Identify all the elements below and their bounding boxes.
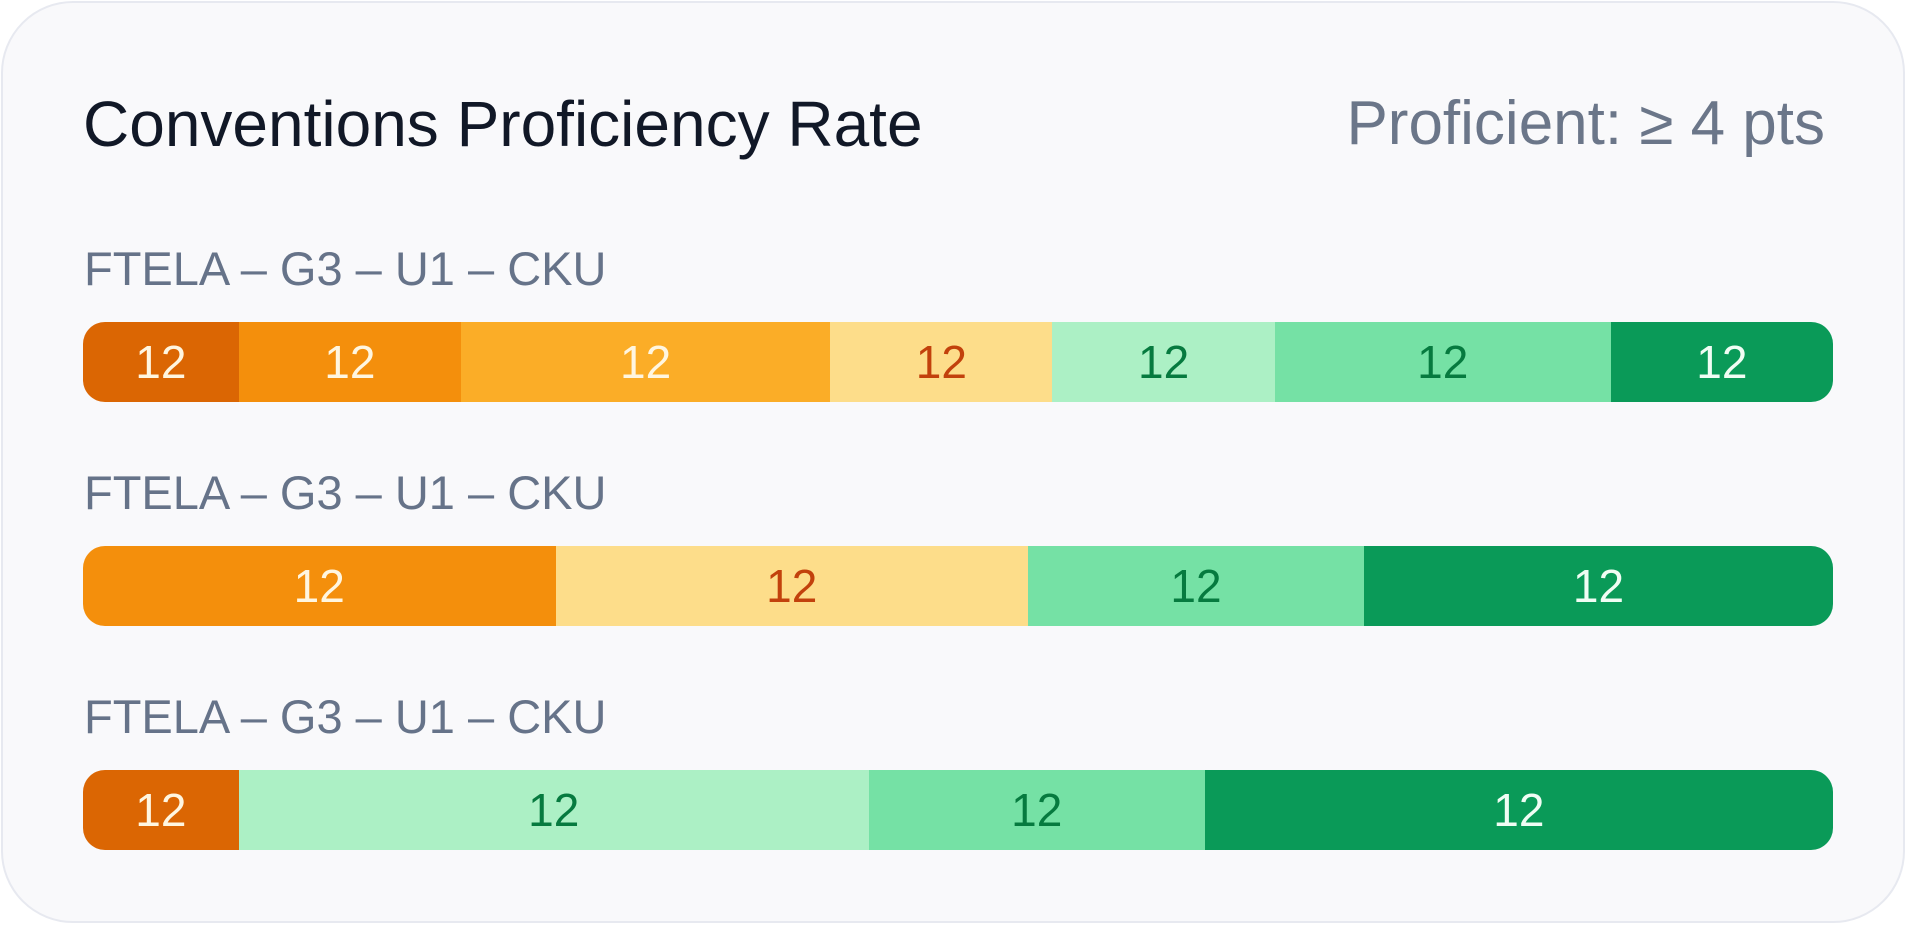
- bar-segment-level-2: 12: [83, 546, 556, 626]
- row-label: FTELA – G3 – U1 – CKU: [84, 242, 607, 295]
- bar-segment-level-1: 12: [83, 322, 239, 402]
- bar-segment-level-1: 12: [83, 770, 239, 850]
- bar-segment-level-6: 12: [1028, 546, 1364, 626]
- bar-segment-level-3: 12: [460, 322, 831, 402]
- bar-segment-level-5: 12: [238, 770, 869, 850]
- bar-segment-level-4: 12: [830, 322, 1053, 402]
- bar-segment-level-6: 12: [868, 770, 1205, 850]
- bar-segment-level-4: 12: [555, 546, 1028, 626]
- bar-segment-level-5: 12: [1052, 322, 1275, 402]
- bar-segment-level-7: 12: [1204, 770, 1833, 850]
- bar-segment-level-7: 12: [1610, 322, 1833, 402]
- stacked-bar: 12 12 12 12: [83, 770, 1833, 850]
- stacked-bar: 12 12 12 12: [83, 546, 1833, 626]
- row-label: FTELA – G3 – U1 – CKU: [84, 466, 607, 519]
- bar-segment-level-2: 12: [238, 322, 461, 402]
- row-label: FTELA – G3 – U1 – CKU: [84, 690, 607, 743]
- chart-title: Conventions Proficiency Rate: [83, 88, 923, 160]
- proficiency-threshold: Proficient: ≥ 4 pts: [1346, 89, 1825, 158]
- bar-segment-level-6: 12: [1274, 322, 1611, 402]
- stacked-bar: 12 12 12 12 12 12 12: [83, 322, 1833, 402]
- bar-segment-level-7: 12: [1364, 546, 1833, 626]
